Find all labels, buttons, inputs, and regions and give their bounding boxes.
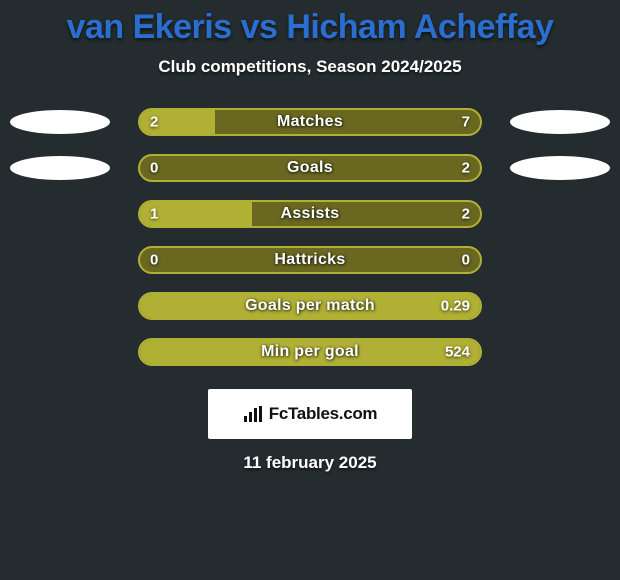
stat-value-right: 0 (462, 252, 470, 269)
player-cloud-left (10, 156, 110, 180)
stat-row: 12Assists (0, 191, 620, 237)
bars-icon (243, 406, 263, 422)
stat-bar: 0 2Goals (138, 154, 482, 182)
page-title: van Ekeris vs Hicham Acheffay (0, 0, 620, 47)
badge-text: FcTables.com (269, 404, 378, 424)
subtitle: Club competitions, Season 2024/2025 (0, 57, 620, 77)
stat-row: 0.29Goals per match (0, 283, 620, 329)
stat-row: 0 2Goals (0, 145, 620, 191)
stat-bar: 0.29Goals per match (138, 292, 482, 320)
stat-row: 0 0Hattricks (0, 237, 620, 283)
stat-value-left: 0 (150, 252, 158, 269)
comparison-rows: 27Matches02Goals12Assists00Hattricks0.29… (0, 99, 620, 375)
stat-value-right: 7 (462, 114, 470, 131)
player-cloud-left (10, 110, 110, 134)
player-cloud-right (510, 110, 610, 134)
stat-row: 524Min per goal (0, 329, 620, 375)
stat-value-left: 2 (150, 114, 158, 131)
stat-value-right: 2 (462, 160, 470, 177)
stat-value-right: 524 (445, 344, 470, 361)
stat-label: Hattricks (140, 251, 480, 269)
stat-bar: 12Assists (138, 200, 482, 228)
date-label: 11 february 2025 (0, 453, 620, 473)
stat-bar: 0 0Hattricks (138, 246, 482, 274)
stat-label: Goals (140, 159, 480, 177)
stat-row: 27Matches (0, 99, 620, 145)
stat-value-left: 1 (150, 206, 158, 223)
player-cloud-right (510, 156, 610, 180)
stat-bar-fill (140, 294, 480, 318)
stat-bar-fill (140, 340, 480, 364)
stat-bar: 524Min per goal (138, 338, 482, 366)
stat-value-right: 2 (462, 206, 470, 223)
source-badge: FcTables.com (208, 389, 412, 439)
stat-value-left: 0 (150, 160, 158, 177)
stat-bar: 27Matches (138, 108, 482, 136)
stat-value-right: 0.29 (441, 298, 470, 315)
